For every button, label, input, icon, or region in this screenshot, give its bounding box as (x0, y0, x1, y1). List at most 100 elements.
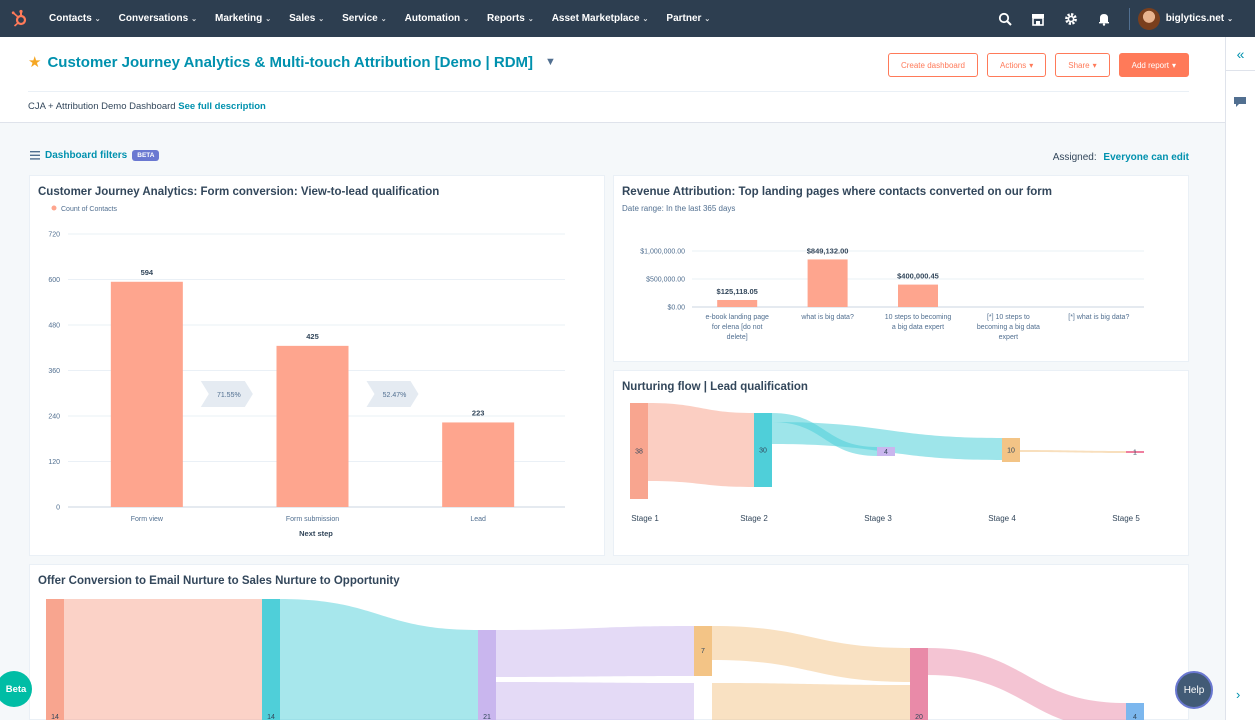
sankey-stage-label: Stage 2 (740, 514, 768, 523)
revenue-attribution-report-card[interactable]: Revenue Attribution: Top landing pages w… (613, 175, 1189, 362)
sankey-node-value: 14 (51, 714, 59, 720)
report-title: Offer Conversion to Email Nurture to Sal… (38, 575, 400, 587)
header-actions: Create dashboard Actions ▾ Share ▾ Add rep… (887, 53, 1189, 77)
sankey-node-3 (478, 630, 496, 720)
assigned-label: Assigned: (1052, 152, 1097, 163)
date-range-text: Date range: In the last 365 days (622, 204, 736, 213)
sankey-link (496, 682, 694, 720)
nav-item-label: Sales (289, 13, 316, 24)
bar-value-label: 223 (472, 408, 485, 417)
caret-down-icon: ▾ (1092, 60, 1097, 70)
sankey-node-value: 4 (884, 449, 888, 456)
nav-item-contacts[interactable]: Contacts ⌄ (40, 13, 110, 24)
bar-value-label: $125,118.05 (717, 287, 758, 296)
x-tick-label: for elena [do not (712, 324, 763, 331)
sankey-node-value: 14 (267, 714, 275, 720)
sankey-link (712, 626, 910, 682)
nav-item-sales[interactable]: Sales ⌄ (280, 13, 333, 24)
sankey-node-value: 4 (1133, 714, 1137, 720)
chevron-down-icon: ⌄ (704, 15, 711, 23)
y-tick-label: 240 (48, 414, 60, 421)
x-tick-label: Lead (470, 516, 486, 523)
page-title: Customer Journey Analytics & Multi-touch… (47, 53, 534, 71)
nav-item-label: Automation (404, 13, 461, 24)
settings-icon[interactable] (1055, 0, 1088, 37)
collapse-sidebar-icon[interactable]: « (1226, 37, 1255, 71)
add-report-button[interactable]: Add report ▾ (1118, 53, 1189, 77)
nurturing-flow-sankey: 38 30 4 10 1 Stage 1 Stage 2 Stage 3 Stage 4 Stag… (630, 403, 1144, 523)
chevron-down-icon: ⌄ (527, 15, 534, 23)
nav-item-service[interactable]: Service ⌄ (333, 13, 395, 24)
notifications-icon[interactable] (1088, 0, 1121, 37)
x-tick-label: delete] (727, 334, 748, 341)
nav-utilities: biglytics.net ⌄ (989, 0, 1255, 37)
x-tick-label: 10 steps to becoming (885, 314, 952, 321)
report-title: Customer Journey Analytics: Form convers… (38, 186, 440, 198)
comment-icon[interactable] (1233, 95, 1247, 113)
sankey-node-stage-4 (1002, 438, 1020, 462)
sankey-node-value: 30 (759, 448, 767, 455)
help-button[interactable]: Help (1175, 671, 1213, 709)
see-full-description-link[interactable]: See full description (178, 101, 266, 112)
sankey-stage-label: Stage 5 (1112, 514, 1140, 523)
sankey-node-stage-2 (754, 413, 772, 487)
hubspot-logo-icon[interactable] (0, 0, 40, 37)
dashboard-filters[interactable]: Dashboard filters BETA (30, 150, 160, 161)
chevron-down-icon: ⌄ (380, 15, 387, 23)
nav-item-label: Conversations (118, 13, 189, 24)
report-title: Nurturing flow | Lead qualification (622, 381, 808, 393)
form-conversion-bar-chart: Count of Contacts 0 120 240 360 480 600 720 594 F… (48, 205, 565, 538)
conversion-arrow-shape (200, 381, 253, 407)
x-tick-label: a big data expert (892, 324, 944, 331)
x-tick-label: Form view (131, 516, 164, 523)
bar-lead (442, 422, 515, 507)
account-menu[interactable]: biglytics.net ⌄ (1166, 13, 1255, 24)
marketplace-icon[interactable] (1022, 0, 1055, 37)
nurturing-flow-report-card[interactable]: Nurturing flow | Lead qualification 38 30… (613, 370, 1189, 556)
avatar[interactable] (1137, 7, 1160, 30)
conversion-rate-label: 71.55% (217, 392, 241, 399)
chevron-down-icon: ⌄ (1227, 15, 1233, 23)
share-button[interactable]: Share ▾ (1055, 53, 1110, 77)
nav-item-asset-marketplace[interactable]: Asset Marketplace ⌄ (543, 13, 658, 24)
x-tick-label: what is big data? (800, 314, 854, 321)
conversion-rate-label: 52.47% (383, 392, 407, 399)
sankey-link (280, 599, 478, 720)
header-divider (28, 91, 1189, 92)
chevron-down-icon: ⌄ (642, 15, 649, 23)
nav-item-automation[interactable]: Automation ⌄ (396, 13, 478, 24)
beta-feedback-button[interactable]: Beta (0, 671, 32, 707)
nav-item-conversations[interactable]: Conversations ⌄ (110, 13, 206, 24)
sankey-node-4 (694, 626, 712, 676)
nav-item-partner[interactable]: Partner ⌄ (657, 13, 719, 24)
favorite-star-icon[interactable]: ★ (28, 54, 42, 71)
nav-item-reports[interactable]: Reports ⌄ (478, 13, 543, 24)
assigned-value-link[interactable]: Everyone can edit (1103, 152, 1189, 163)
sankey-link-stage4-stage5 (1020, 450, 1126, 453)
actions-button[interactable]: Actions ▾ (987, 53, 1047, 77)
create-dashboard-button[interactable]: Create dashboard (887, 53, 978, 77)
offer-conversion-report-card[interactable]: Offer Conversion to Email Nurture to Sal… (29, 564, 1189, 720)
nav-item-marketing[interactable]: Marketing ⌄ (206, 13, 280, 24)
nav-item-label: Marketing (215, 13, 263, 24)
form-conversion-report-card[interactable]: Customer Journey Analytics: Form convers… (29, 175, 605, 556)
nav-menu: Contacts ⌄ Conversations ⌄ Marketing ⌄ Sales ⌄ S… (40, 0, 719, 37)
caret-down-icon: ▾ (1171, 60, 1176, 70)
legend-label: Count of Contacts (61, 206, 118, 213)
sankey-link-stage1-stage2 (648, 403, 754, 487)
search-icon[interactable] (989, 0, 1022, 37)
sankey-node-stage-5 (1126, 451, 1144, 453)
report-title: Revenue Attribution: Top landing pages w… (622, 186, 1053, 198)
x-tick-label: expert (999, 334, 1019, 341)
y-tick-label: 480 (48, 323, 60, 330)
caret-down-icon: ▾ (1029, 60, 1034, 70)
x-tick-label: [*] 10 steps to (987, 314, 1030, 321)
sankey-node-6 (1126, 703, 1144, 720)
chevron-down-icon: ⌄ (463, 15, 470, 23)
dashboard-switcher-caret-icon[interactable]: ▼ (545, 56, 556, 68)
right-sidebar: « › (1225, 37, 1255, 720)
chevron-right-icon[interactable]: › (1236, 687, 1241, 702)
dashboard-filters-label[interactable]: Dashboard filters (45, 150, 128, 161)
sankey-node-value: 1 (1133, 450, 1137, 457)
conversion-rate-arrow: 52.47% (366, 381, 419, 407)
